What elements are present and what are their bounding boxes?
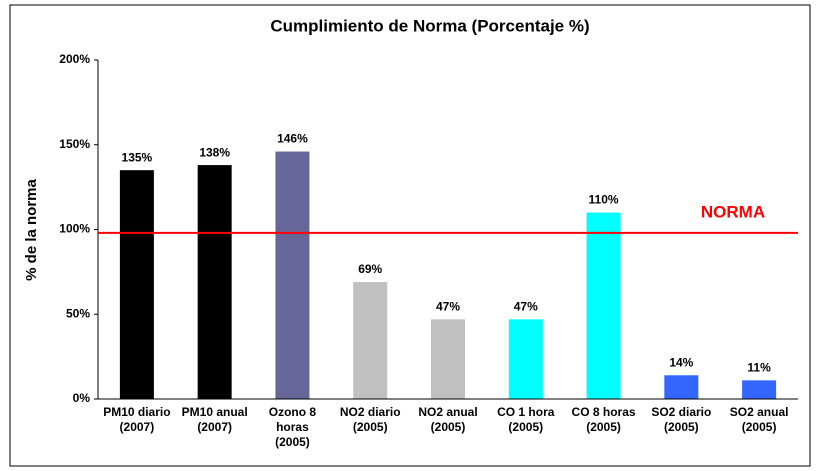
x-tick-label-line: SO2 diario [651,405,711,419]
x-tick-label: CO 1 hora (2005) [497,405,555,434]
x-tick-label: Ozono 8 horas (2005) [269,405,317,449]
x-tick-label-line: (2005) [586,420,621,434]
y-tick-label: 150% [59,137,90,151]
x-tick-label-line: (2005) [431,420,466,434]
y-tick-label: 0% [73,391,91,405]
bar [119,170,154,399]
x-tick-label: NO2 diario (2005) [340,405,401,434]
data-label: 47% [436,300,460,314]
y-tick-label: 100% [59,222,90,236]
x-tick-label: SO2 diario (2005) [651,405,711,434]
data-label: 14% [669,355,693,369]
x-tick-label-line: Ozono 8 [269,405,317,419]
x-tick-label: PM10 diario (2007) [103,405,170,434]
x-tick-label-line: PM10 diario [103,405,170,419]
x-tick-label-line: (2007) [197,420,232,434]
data-label: 146% [277,132,308,146]
bar [275,151,310,399]
x-tick-label: NO2 anual (2005) [418,405,477,434]
reference-label: NORMA [701,202,765,221]
bar [664,375,699,399]
data-label: 47% [514,300,538,314]
data-label: 69% [358,262,382,276]
bar [742,380,777,399]
bar [197,165,232,399]
x-tick-label: SO2 anual (2005) [730,405,789,434]
bar [508,319,543,399]
x-tick-label-line: (2005) [742,420,777,434]
data-label: 110% [589,193,619,207]
data-label: 11% [747,361,771,375]
x-tick-label: PM10 anual (2007) [182,405,248,434]
data-label: 138% [199,145,230,159]
x-tick-label-line: (2005) [664,420,699,434]
bar [586,212,621,399]
x-tick-label: CO 8 horas (2005) [572,405,636,434]
x-tick-label-line: (2005) [508,420,543,434]
bar [353,282,388,399]
chart-title: Cumplimiento de Norma (Porcentaje %) [270,16,589,35]
y-axis-label: % de la norma [23,178,40,280]
x-tick-label-line: NO2 diario [340,405,401,419]
data-label: 135% [122,150,153,164]
x-tick-label-line: (2005) [353,420,388,434]
y-tick-label: 200% [59,52,90,66]
x-tick-label-line: (2005) [275,435,310,449]
x-tick-label-line: CO 1 hora [497,405,555,419]
x-tick-label-line: NO2 anual [418,405,477,419]
y-tick-label: 50% [66,306,90,320]
x-tick-label-line: PM10 anual [182,405,248,419]
x-tick-label-line: (2007) [120,420,155,434]
x-tick-label-line: horas [276,420,309,434]
x-tick-label-line: CO 8 horas [572,405,636,419]
x-tick-label-line: SO2 anual [730,405,789,419]
bar [431,319,465,399]
